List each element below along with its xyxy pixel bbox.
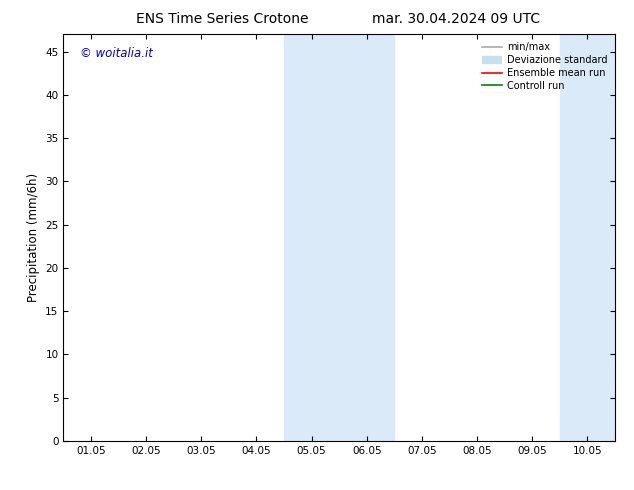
Text: ENS Time Series Crotone: ENS Time Series Crotone xyxy=(136,12,308,26)
Text: mar. 30.04.2024 09 UTC: mar. 30.04.2024 09 UTC xyxy=(372,12,541,26)
Text: © woitalia.it: © woitalia.it xyxy=(80,47,153,59)
Bar xyxy=(284,34,394,441)
Bar xyxy=(560,34,615,441)
Y-axis label: Precipitation (mm/6h): Precipitation (mm/6h) xyxy=(27,173,40,302)
Legend: min/max, Deviazione standard, Ensemble mean run, Controll run: min/max, Deviazione standard, Ensemble m… xyxy=(479,39,610,94)
